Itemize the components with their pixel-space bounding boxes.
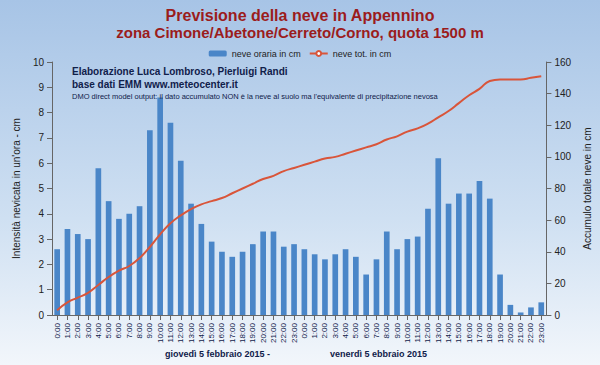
- svg-text:20:00: 20:00: [506, 322, 515, 343]
- svg-text:15:00: 15:00: [454, 322, 463, 343]
- svg-text:0:00: 0:00: [53, 322, 62, 338]
- svg-text:80: 80: [554, 183, 566, 194]
- svg-text:neve tot. in cm: neve tot. in cm: [333, 49, 392, 59]
- svg-text:19:00: 19:00: [248, 322, 257, 343]
- svg-text:18:00: 18:00: [485, 322, 494, 343]
- svg-text:22:00: 22:00: [279, 322, 288, 343]
- svg-text:140: 140: [554, 88, 571, 99]
- svg-text:17:00: 17:00: [228, 322, 237, 343]
- svg-text:10: 10: [33, 57, 45, 68]
- svg-text:40: 40: [554, 246, 566, 257]
- svg-text:10:00: 10:00: [156, 322, 165, 343]
- svg-text:100: 100: [554, 151, 571, 162]
- svg-text:8: 8: [38, 107, 44, 118]
- svg-text:15:00: 15:00: [207, 322, 216, 343]
- svg-text:11:00: 11:00: [166, 322, 175, 342]
- svg-text:22:00: 22:00: [526, 322, 535, 343]
- svg-text:23:00: 23:00: [537, 322, 546, 343]
- svg-text:4:00: 4:00: [341, 322, 350, 338]
- svg-text:7:00: 7:00: [125, 322, 134, 338]
- svg-text:base dati EMM www.meteocenter.: base dati EMM www.meteocenter.it: [72, 79, 238, 90]
- svg-text:5:00: 5:00: [351, 322, 360, 338]
- svg-text:6:00: 6:00: [362, 322, 371, 338]
- svg-text:venerdì 5 ebbraio 2015: venerdì 5 ebbraio 2015: [330, 349, 427, 359]
- svg-text:18:00: 18:00: [238, 322, 247, 343]
- svg-text:3:00: 3:00: [84, 322, 93, 338]
- svg-text:DMO direct model output: il da: DMO direct model output: il dato accumul…: [72, 92, 439, 101]
- svg-text:23:00: 23:00: [290, 322, 299, 343]
- svg-text:12:00: 12:00: [176, 322, 185, 343]
- svg-text:21:00: 21:00: [516, 322, 525, 343]
- svg-text:8:00: 8:00: [135, 322, 144, 338]
- svg-text:Elaborazione Luca Lombroso, Pi: Elaborazione Luca Lombroso, Pierluigi Ra…: [72, 66, 288, 77]
- svg-text:Accumulo totale neve in cm: Accumulo totale neve in cm: [582, 127, 593, 249]
- svg-text:10:00: 10:00: [403, 322, 412, 343]
- svg-text:neve oraria in cm: neve oraria in cm: [232, 49, 301, 59]
- svg-text:16:00: 16:00: [465, 322, 474, 343]
- svg-text:0: 0: [554, 310, 560, 321]
- svg-text:1: 1: [38, 284, 44, 295]
- svg-text:20: 20: [554, 278, 566, 289]
- svg-text:12:00: 12:00: [423, 322, 432, 343]
- svg-text:2: 2: [38, 259, 44, 270]
- svg-text:4:00: 4:00: [94, 322, 103, 338]
- svg-text:0:00: 0:00: [300, 322, 309, 338]
- svg-text:2:00: 2:00: [73, 322, 82, 338]
- svg-text:6:00: 6:00: [114, 322, 123, 338]
- svg-text:2:00: 2:00: [320, 322, 329, 338]
- svg-text:giovedì 5 febbraio 2015 -: giovedì 5 febbraio 2015 -: [165, 349, 270, 359]
- svg-text:60: 60: [554, 215, 566, 226]
- svg-text:20:00: 20:00: [259, 322, 268, 343]
- svg-text:3:00: 3:00: [331, 322, 340, 338]
- svg-text:11:00: 11:00: [413, 322, 422, 342]
- svg-text:5:00: 5:00: [104, 322, 113, 338]
- svg-text:21:00: 21:00: [269, 322, 278, 343]
- svg-text:160: 160: [554, 57, 571, 68]
- svg-text:Intensità nevicata in un'ora -: Intensità nevicata in un'ora - cm: [11, 118, 22, 259]
- svg-text:13:00: 13:00: [187, 322, 196, 343]
- svg-text:120: 120: [554, 120, 571, 131]
- svg-text:14:00: 14:00: [444, 322, 453, 343]
- svg-text:Previsione della neve in Appen: Previsione della neve in Appennino: [166, 7, 435, 24]
- svg-text:1:00: 1:00: [63, 322, 72, 338]
- svg-text:7:00: 7:00: [372, 322, 381, 338]
- svg-text:7: 7: [38, 132, 44, 143]
- svg-text:3: 3: [38, 234, 44, 245]
- svg-text:16:00: 16:00: [217, 322, 226, 343]
- svg-text:17:00: 17:00: [475, 322, 484, 343]
- svg-text:9:00: 9:00: [393, 322, 402, 338]
- svg-text:14:00: 14:00: [197, 322, 206, 343]
- svg-text:9: 9: [38, 82, 44, 93]
- svg-text:13:00: 13:00: [434, 322, 443, 343]
- svg-text:4: 4: [38, 208, 44, 219]
- svg-text:zona Cimone/Abetone/Cerreto/Co: zona Cimone/Abetone/Cerreto/Corno, quota…: [116, 24, 484, 41]
- svg-text:9:00: 9:00: [145, 322, 154, 338]
- svg-text:1:00: 1:00: [310, 322, 319, 338]
- svg-text:0: 0: [38, 310, 44, 321]
- svg-text:8:00: 8:00: [382, 322, 391, 338]
- svg-text:5: 5: [38, 183, 44, 194]
- svg-text:19:00: 19:00: [496, 322, 505, 343]
- svg-text:6: 6: [38, 158, 44, 169]
